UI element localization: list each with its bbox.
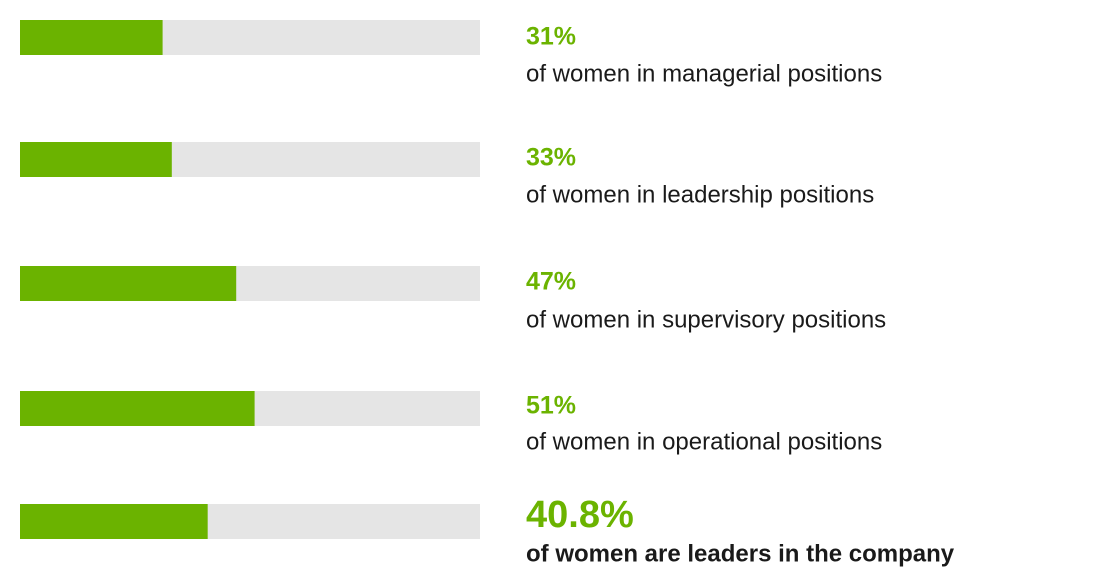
category-label: of women in operational positions [526,428,882,455]
category-label: of women in leadership positions [526,181,874,208]
bar [20,504,208,539]
category-label: of women are leaders in the company [526,540,955,567]
category-label: of women in managerial positions [526,60,882,87]
bar [20,391,255,426]
value-label: 31% [526,23,576,51]
value-label: 47% [526,268,576,296]
bar [20,142,172,177]
bar [20,266,237,301]
value-label: 51% [526,392,576,420]
value-label: 33% [526,144,576,172]
category-label: of women in supervisory positions [526,306,886,333]
value-label: 40.8% [526,494,634,536]
bar [20,20,163,55]
